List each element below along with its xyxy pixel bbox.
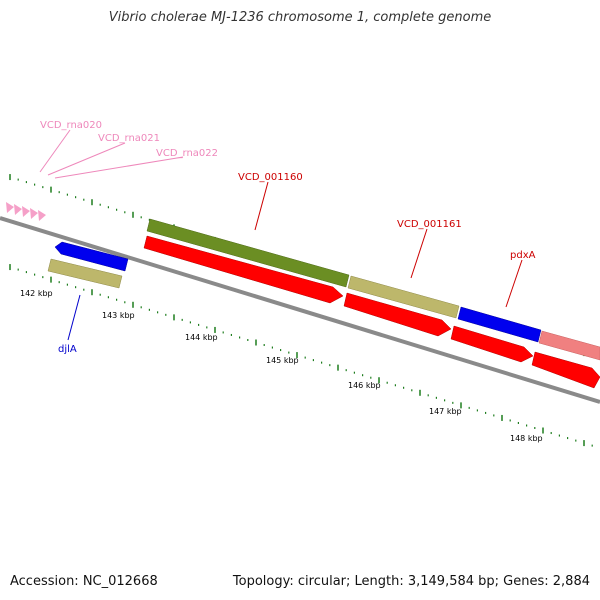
label-vcd-001161[interactable]: VCD_001161 [397,219,462,230]
feature-labels: VCD_rna020 VCD_rna021 VCD_rna022 VCD_001… [40,120,536,355]
backbone [0,216,600,404]
gene-red-3[interactable] [450,325,534,363]
label-leaders [39,129,523,341]
plus-strand-features[interactable] [146,218,600,361]
gene-pink-1[interactable] [538,330,600,361]
tick-label-143: 143 kbp [102,311,135,320]
gene-khaki-1[interactable] [347,275,460,319]
label-pdxA[interactable]: pdxA [510,250,536,261]
gene-red-4[interactable] [531,351,600,389]
label-djlA[interactable]: djlA [58,344,77,355]
tick-label-144: 144 kbp [185,333,218,342]
gene-khaki-djlA[interactable] [47,258,123,289]
rna-feature-1[interactable] [6,202,14,213]
ruler-labels: 142 kbp 143 kbp 144 kbp 145 kbp 146 kbp … [20,289,543,443]
tick-label-145: 145 kbp [266,356,299,365]
label-vcd-001160[interactable]: VCD_001160 [238,172,303,183]
rna-feature-2[interactable] [14,204,22,215]
gene-red-1[interactable] [143,235,344,304]
minus-strand-features[interactable] [47,235,600,389]
rna-features[interactable] [6,202,46,221]
tick-label-142: 142 kbp [20,289,53,298]
rna-feature-5[interactable] [38,210,46,221]
map-title: Vibrio cholerae MJ-1236 chromosome 1, co… [108,10,492,25]
tick-label-148: 148 kbp [510,434,543,443]
gene-blue-djlA[interactable] [54,241,129,272]
accession-text: Accession: NC_012668 [10,574,158,589]
label-vcd-rna021[interactable]: VCD_rna021 [98,133,160,144]
genome-summary-text: Topology: circular; Length: 3,149,584 bp… [232,574,590,589]
gene-red-2[interactable] [343,292,452,337]
gene-olive-green-1[interactable] [146,218,350,288]
tick-label-146: 146 kbp [348,381,381,390]
label-vcd-rna022[interactable]: VCD_rna022 [156,148,218,159]
rna-feature-4[interactable] [30,208,38,219]
rna-feature-3[interactable] [22,206,30,217]
tick-label-147: 147 kbp [429,407,462,416]
gene-blue-pdxA[interactable] [457,306,542,343]
label-vcd-rna020[interactable]: VCD_rna020 [40,120,102,131]
